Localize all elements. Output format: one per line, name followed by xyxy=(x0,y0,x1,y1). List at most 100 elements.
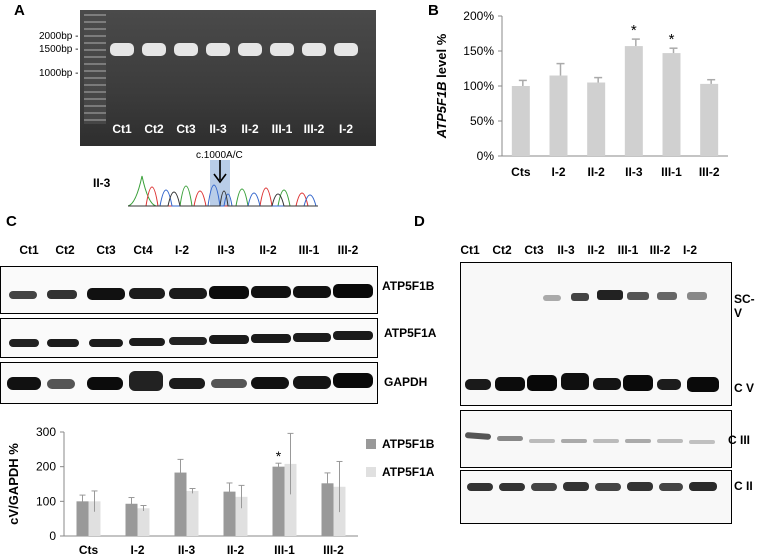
gel-band xyxy=(270,43,294,56)
gel-band xyxy=(302,43,326,56)
gel-lane-label: Ct1 xyxy=(112,122,132,136)
bar xyxy=(511,86,530,156)
complex-label-c-v: C V xyxy=(734,381,755,395)
panel-b-letter: B xyxy=(428,2,439,19)
bar xyxy=(186,490,199,536)
gel-ladder-lane xyxy=(84,14,106,124)
x-tick-label: III-2 xyxy=(699,165,720,179)
gel-lane-label: III-1 xyxy=(271,122,293,136)
wb-lane-label: III-2 xyxy=(337,243,359,257)
bn-lane-label: Ct2 xyxy=(492,243,512,257)
bar xyxy=(321,483,334,536)
complex-label-sc-v: SC-V xyxy=(734,292,755,320)
complex-label-c-iii: C III xyxy=(728,433,751,447)
gel-band xyxy=(206,43,230,56)
blot-label-gapdh: GAPDH xyxy=(384,375,428,389)
bar xyxy=(137,508,150,536)
significance-star: * xyxy=(669,31,675,48)
chromatogram xyxy=(128,160,318,207)
gel-band xyxy=(174,43,198,56)
trace-green xyxy=(128,175,318,207)
x-tick-label: III-1 xyxy=(661,165,682,179)
bar xyxy=(662,53,681,156)
bar xyxy=(284,463,297,536)
bn-page-complex-v xyxy=(460,262,732,406)
gel-band xyxy=(142,43,166,56)
bar xyxy=(272,466,285,536)
panel-a-letter: A xyxy=(14,2,25,19)
bn-lane-label: I-2 xyxy=(682,243,697,257)
blot-gapdh xyxy=(0,362,378,404)
legend-swatch xyxy=(366,439,376,449)
y-tick-label: 150% xyxy=(463,44,494,58)
panel-b-bar-chart: 0% 50% 100% 150% 200% ATP5F1B level % Cts I-2 II… xyxy=(434,9,728,179)
blot-atp5f1a xyxy=(0,318,378,358)
y-tick-label: 300 xyxy=(36,425,56,439)
blot-atp5f1b xyxy=(0,266,378,314)
significance-star: * xyxy=(276,448,282,464)
x-tick-label: Cts xyxy=(79,543,99,556)
panel-d-letter: D xyxy=(414,213,425,230)
wb-lane-label: Ct4 xyxy=(133,243,153,257)
wb-lane-label: Ct1 xyxy=(19,243,39,257)
y-axis-label: ATP5F1B level % xyxy=(434,33,449,139)
x-tick-label: II-3 xyxy=(625,165,643,179)
variant-label: c.1000A/C xyxy=(196,150,243,161)
agarose-gel-image: Ct1 Ct2 Ct3 II-3 II-2 III-1 III-2 I-2 xyxy=(80,10,376,146)
ladder-label-2000: 2000bp - xyxy=(39,31,79,42)
panel-c-letter: C xyxy=(6,213,17,230)
y-axis-label: cV/GAPDH % xyxy=(6,443,21,525)
bn-lane-label: Ct3 xyxy=(524,243,544,257)
wb-lane-label: II-3 xyxy=(217,243,235,257)
bn-lane-label: III-2 xyxy=(649,243,671,257)
panel-c-bar-chart: 0 100 200 300 cV/GAPDH % Cts I-2 II-3 II-2 III-1 *… xyxy=(6,425,435,556)
x-tick-label: III-2 xyxy=(323,543,344,556)
bn-lane-label: II-3 xyxy=(557,243,575,257)
gel-lane-label: II-3 xyxy=(209,122,227,136)
complex-label-c-ii: C II xyxy=(734,479,753,493)
y-tick-label: 200% xyxy=(463,9,494,23)
wb-lane-label: III-1 xyxy=(298,243,320,257)
bn-lane-label: III-1 xyxy=(617,243,639,257)
bar xyxy=(587,82,606,156)
gel-lane-label: III-2 xyxy=(303,122,325,136)
x-tick-label: II-2 xyxy=(587,165,605,179)
gel-band xyxy=(238,43,262,56)
panel-c-lane-labels: Ct1 Ct2 Ct3 Ct4 I-2 II-3 II-2 III-1 III-… xyxy=(0,243,380,259)
y-tick-label: 100% xyxy=(463,79,494,93)
wb-lane-label: II-2 xyxy=(259,243,277,257)
wb-lane-label: Ct3 xyxy=(96,243,116,257)
x-tick-label: I-2 xyxy=(130,543,144,556)
gel-lane-label: II-2 xyxy=(241,122,259,136)
x-tick-label: III-1 xyxy=(274,543,295,556)
bar xyxy=(235,496,248,536)
blot-label-atp5f1a: ATP5F1A xyxy=(384,326,437,340)
wb-lane-label: Ct2 xyxy=(55,243,75,257)
legend-label: ATP5F1A xyxy=(382,465,435,479)
y-tick-label: 200 xyxy=(36,460,56,474)
legend-swatch xyxy=(366,467,376,477)
bn-lane-label: II-2 xyxy=(587,243,605,257)
x-tick-label: II-3 xyxy=(178,543,196,556)
y-tick-label: 0 xyxy=(49,529,56,543)
ladder-label-1500: 1500bp - xyxy=(39,44,79,55)
bn-lane-label: Ct1 xyxy=(460,243,480,257)
gel-lane-label: I-2 xyxy=(338,122,353,136)
bar xyxy=(549,75,568,156)
gel-band xyxy=(334,43,358,56)
sequence-sample-label: II-3 xyxy=(93,176,111,190)
bar xyxy=(174,472,187,536)
x-tick-label: I-2 xyxy=(551,165,565,179)
y-tick-label: 100 xyxy=(36,494,56,508)
legend-label: ATP5F1B xyxy=(382,437,435,451)
blot-label-atp5f1b: ATP5F1B xyxy=(382,279,435,293)
bar xyxy=(125,503,138,536)
gel-lane-label: Ct2 xyxy=(144,122,164,136)
significance-star: * xyxy=(631,22,637,39)
x-tick-label: Cts xyxy=(511,165,531,179)
bar xyxy=(223,491,236,536)
y-tick-label: 50% xyxy=(470,114,494,128)
gel-lane-label: Ct3 xyxy=(176,122,196,136)
wb-lane-label: I-2 xyxy=(174,243,189,257)
bar xyxy=(76,501,89,536)
